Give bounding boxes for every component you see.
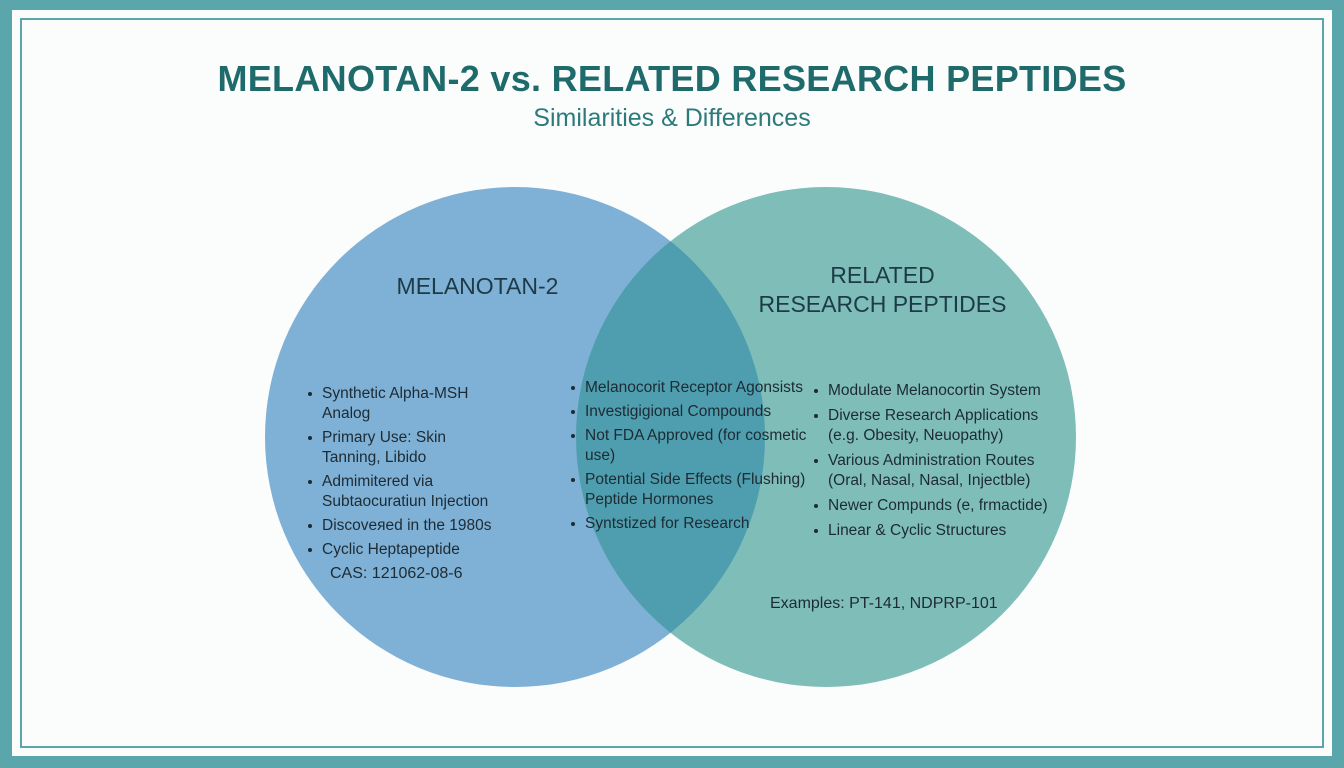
left-heading: MELANOTAN-2 bbox=[396, 273, 559, 299]
list-item: Not FDA Approved (for cosmetic use) bbox=[571, 426, 831, 466]
list-item: Modulate Melanocortin System bbox=[814, 381, 1054, 401]
page-title: MELANOTAN-2 vs. RELATED RESEARCH PEPTIDE… bbox=[217, 58, 1127, 99]
list-item: Primary Use: Skin Tanning, Libido bbox=[308, 428, 508, 468]
right-heading: RELATED RESEARCH PEPTIDES bbox=[745, 261, 1020, 319]
list-item: Investigigional Compounds bbox=[571, 402, 831, 422]
list-item: Newer Compunds (e, frmactide) bbox=[814, 496, 1054, 516]
left-footnote: CAS: 121062-08-6 bbox=[330, 565, 463, 582]
overlap-list: Melanocorit Receptor Agonsists Investigi… bbox=[571, 378, 831, 538]
page-subtitle: Similarities & Differences bbox=[533, 104, 811, 132]
list-item: Melanocorit Receptor Agonsists bbox=[571, 378, 831, 398]
list-item: Synthetic Alpha-MSH Analog bbox=[308, 384, 508, 424]
list-item: Admimitered via Subtaocuratiun Injection bbox=[308, 472, 508, 512]
right-list: Modulate Melanocortin System Diverse Res… bbox=[814, 381, 1054, 546]
list-item: Cyclic Heptapeptide bbox=[308, 540, 508, 560]
right-heading-line1: RELATED bbox=[830, 262, 935, 288]
overlap-region bbox=[576, 187, 765, 687]
list-item: Syntstized for Research bbox=[571, 514, 831, 534]
right-heading-line2: RESEARCH PEPTIDES bbox=[758, 291, 1007, 317]
right-footnote: Examples: PT-141, NDPRP-101 bbox=[770, 595, 998, 612]
list-item: Diverse Research Applications (e.g. Obes… bbox=[814, 406, 1054, 446]
list-item: Various Administration Routes (Oral, Nas… bbox=[814, 451, 1054, 491]
left-list: Synthetic Alpha-MSH Analog Primary Use: … bbox=[308, 384, 508, 564]
list-item: Discoveяed in the 1980s bbox=[308, 516, 508, 536]
list-item: Potential Side Effects (Flushing) Peptid… bbox=[571, 470, 815, 510]
list-item: Linear & Cyclic Structures bbox=[814, 521, 1054, 541]
